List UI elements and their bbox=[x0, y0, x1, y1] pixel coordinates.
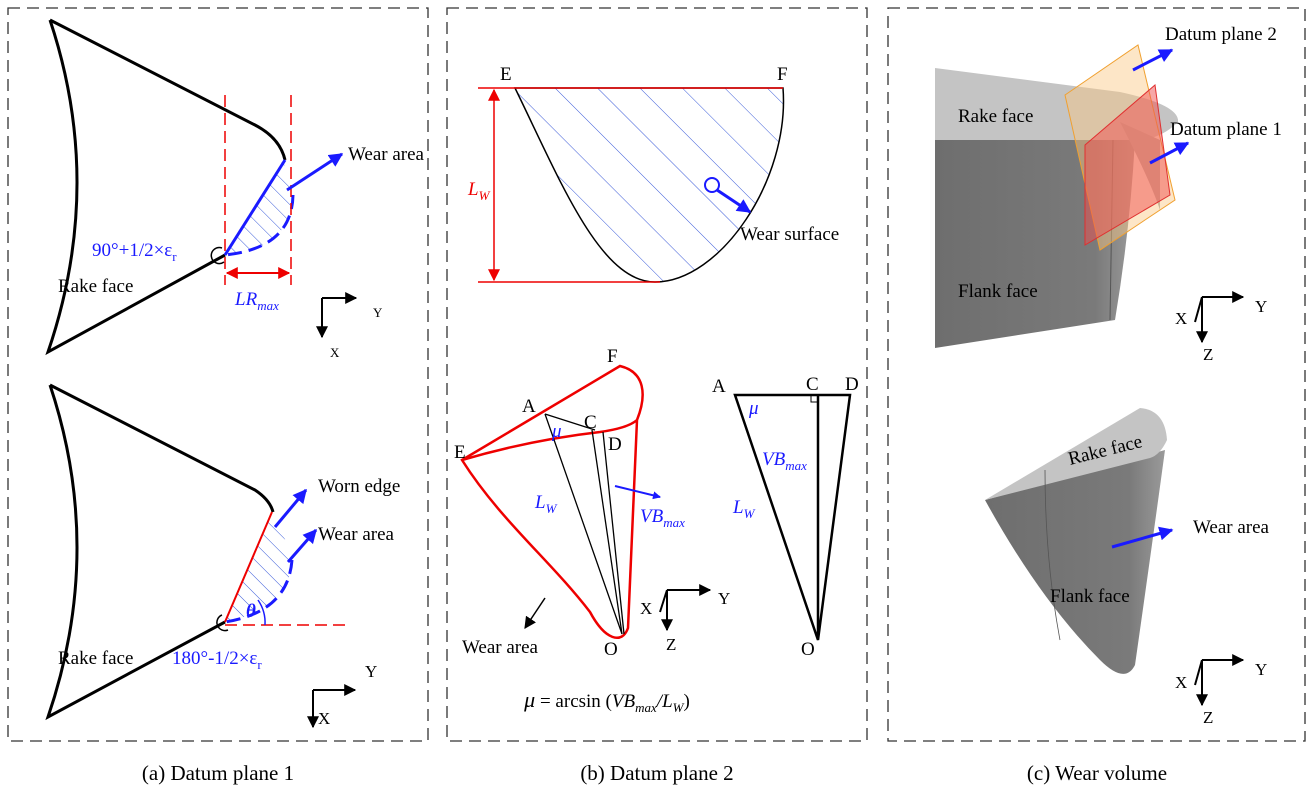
point-label: D bbox=[845, 374, 859, 395]
axis-label: X bbox=[1175, 309, 1187, 328]
panel-b-top: E F LW Wear surface bbox=[467, 64, 839, 282]
label: Worn edge bbox=[318, 476, 400, 497]
point-label: O bbox=[801, 639, 815, 660]
panel-b-perspective: F A C D E O μ LW VBmax Wear area X Y Z bbox=[454, 346, 730, 660]
axis-label: X bbox=[1175, 673, 1187, 692]
figure: Wear area 90°+1/2×εr LRmax Rake face Y X… bbox=[0, 0, 1310, 787]
flank-face bbox=[985, 450, 1165, 674]
axis-label: X bbox=[318, 709, 330, 728]
label: Datum plane 1 bbox=[1170, 119, 1282, 140]
panel-b-triangle: A C D O μ VBmax LW bbox=[712, 374, 859, 660]
wear-surface bbox=[515, 88, 783, 282]
point-label: C bbox=[584, 412, 597, 433]
point-label: A bbox=[522, 396, 536, 417]
point-label: C bbox=[806, 374, 819, 395]
theta-label: θ bbox=[246, 601, 256, 622]
axes bbox=[322, 298, 356, 337]
axis-label: Y bbox=[1255, 297, 1267, 316]
point-label: E bbox=[500, 64, 512, 85]
label: Wear area bbox=[348, 144, 425, 165]
caption: (c) Wear volume bbox=[1027, 761, 1167, 785]
length-label: LW bbox=[467, 179, 491, 203]
pointer-arrow bbox=[525, 598, 545, 628]
axis-label: Y bbox=[718, 589, 730, 608]
point-label: O bbox=[604, 639, 618, 660]
label: Wear area bbox=[1193, 517, 1270, 538]
axis-label: Y bbox=[365, 662, 377, 681]
pointer-arrow bbox=[288, 530, 316, 562]
label: Flank face bbox=[1050, 586, 1130, 607]
depth-label: VBmax bbox=[762, 449, 807, 473]
point-label: D bbox=[608, 434, 622, 455]
label: Wear area bbox=[462, 637, 539, 658]
axis-label: Y bbox=[1255, 660, 1267, 679]
angle-label: 90°+1/2×εr bbox=[92, 240, 177, 264]
label: Rake face bbox=[58, 276, 133, 297]
axis-label: Z bbox=[1203, 345, 1213, 364]
axes bbox=[1195, 297, 1243, 342]
axis-label: Y bbox=[373, 305, 383, 320]
label: Rake face bbox=[58, 648, 133, 669]
angle-label: 180°-1/2×εr bbox=[172, 648, 262, 672]
length-label: LW bbox=[534, 492, 558, 516]
label: Flank face bbox=[958, 281, 1038, 302]
point-label: E bbox=[454, 442, 466, 463]
length-label: LW bbox=[732, 497, 756, 521]
point-label: F bbox=[777, 64, 788, 85]
formula: μ = arcsin (VBmax/LW) bbox=[523, 687, 690, 715]
pointer-arrow bbox=[275, 490, 306, 527]
wear-hatch bbox=[225, 512, 293, 622]
axis-label: Z bbox=[1203, 708, 1213, 727]
point-label: A bbox=[712, 376, 726, 397]
pointer-arrow bbox=[287, 154, 342, 190]
depth-label: VBmax bbox=[640, 506, 685, 530]
mu-label: μ bbox=[748, 398, 759, 419]
caption: (b) Datum plane 2 bbox=[580, 761, 733, 785]
surface-marker bbox=[705, 178, 719, 192]
caption: (a) Datum plane 1 bbox=[142, 761, 294, 785]
label: Wear surface bbox=[740, 224, 839, 245]
label: Datum plane 2 bbox=[1165, 24, 1277, 45]
label: Wear area bbox=[318, 524, 395, 545]
panel-c-top: Datum plane 2 Datum plane 1 Rake face Fl… bbox=[935, 24, 1282, 364]
mu-label: μ bbox=[551, 421, 562, 442]
panel-a-bottom: Worn edge Wear area θ 180°-1/2×εr Rake f… bbox=[48, 385, 400, 728]
panel-c-bottom: Rake face Wear area Flank face X Y Z bbox=[985, 408, 1270, 727]
axis-label: X bbox=[640, 599, 652, 618]
width-label: LRmax bbox=[234, 289, 279, 313]
label: Rake face bbox=[958, 106, 1033, 127]
axis-label: Z bbox=[666, 635, 676, 654]
axis-label: X bbox=[330, 345, 340, 360]
axes bbox=[660, 590, 710, 630]
pointer-arrow bbox=[615, 486, 660, 497]
panel-a-top: Wear area 90°+1/2×εr LRmax Rake face Y X bbox=[48, 20, 425, 360]
point-label: F bbox=[607, 346, 618, 367]
axes bbox=[1195, 660, 1243, 705]
